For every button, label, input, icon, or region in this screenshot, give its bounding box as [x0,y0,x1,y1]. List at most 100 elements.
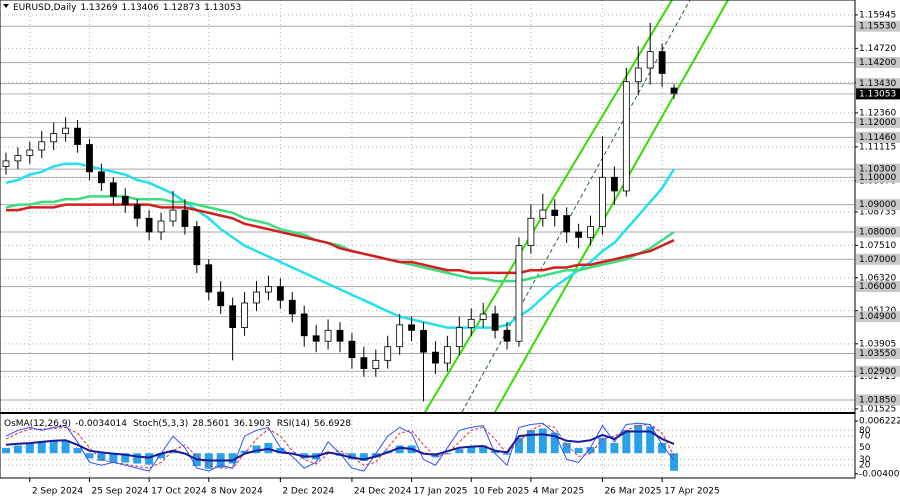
osma-bar [503,453,512,455]
candle-body [646,51,654,69]
osma-bar [610,442,619,454]
y-tick-label: 1.11115 [859,142,896,152]
candle-body [610,176,618,192]
y-tick-label: 1.03905 [859,339,896,349]
candle-body [658,51,666,74]
plot-frame [0,0,856,479]
osma-bar [85,453,94,459]
level-label: 1.10000 [859,173,896,183]
osma-bar [228,453,237,464]
indicator-name: Stoch(5,3,3) [133,419,188,429]
channel-line [461,0,691,413]
level-label-box [856,253,900,265]
osma-bar [491,450,500,454]
osma-bar [109,453,118,463]
candle-body [384,346,392,361]
level-label: 1.06000 [859,282,896,292]
y-tick-label: 80 [859,426,871,436]
x-tick-label: 26 Mar 2025 [604,487,661,497]
candle-body [205,264,213,293]
candle-body [98,171,105,184]
x-tick-label: 10 Feb 2025 [473,487,529,497]
candle-body [372,359,380,369]
moving-average-line [5,162,676,329]
level-label: 1.04900 [859,312,896,322]
osma-bar [13,445,22,454]
osma-bar [550,432,559,454]
osma-bar [121,453,130,463]
candle-body [575,231,583,238]
candle-body [587,226,594,238]
candle-body [300,313,308,337]
indicator-value: 36.1903 [234,419,271,429]
candle-body [157,220,165,233]
last-price-box [856,88,900,100]
candle-body [670,87,678,95]
level-label: 1.10300 [859,165,896,175]
oscillator-line [5,422,675,472]
level-label: 1.15530 [859,22,896,32]
level-label-box [856,365,900,377]
ohlc-value: 1.12873 [163,3,200,13]
candle-body [551,209,559,216]
channel-line [424,0,673,413]
x-tick-label: 17 Oct 2024 [151,487,207,497]
candle-body [2,160,10,167]
osma-bar [538,428,547,454]
osma-bar [25,442,34,454]
candle-body [563,215,571,233]
osma-bar [634,424,643,454]
x-tick-label: 17 Apr 2025 [664,487,720,497]
candle-body [145,217,153,233]
last-price-label: 1.13053 [859,89,896,99]
candle-body [515,245,523,342]
level-label: 1.13430 [859,79,896,89]
candle-body [50,133,58,143]
level-label: 1.11460 [859,133,896,143]
candle-body [491,313,499,331]
moving-average-line [6,203,675,275]
candle-body [133,204,141,219]
moving-average-line [5,195,675,283]
ohlc-value: 1.13406 [122,3,159,13]
x-tick-label: 8 Nov 2024 [211,487,263,497]
candle-body [169,209,177,222]
indicator-value: 56.6928 [314,419,351,429]
level-label: 1.14200 [859,58,896,68]
osma-bar [145,453,154,465]
candle-body [527,217,535,247]
candle-body [38,141,46,151]
candle-body [324,329,332,342]
level-label-box [856,394,900,406]
candle-body [288,299,296,315]
x-tick-label: 25 Sep 2024 [91,487,148,497]
osma-bar [658,442,667,454]
level-label: 1.03550 [859,349,896,359]
level-label-box [856,117,900,129]
candle-body [622,81,630,192]
channel-line [494,0,729,413]
y-tick-label: 1.05120 [859,306,896,316]
level-label-box [856,226,900,238]
ohlc-value: 1.13053 [204,3,241,13]
osma-bar [240,450,249,454]
indicator-value: 28.5601 [192,419,229,429]
candle-body [181,209,189,227]
candle-body [539,209,547,219]
candle-body [217,291,225,307]
y-tick-label: 1.14720 [859,44,896,54]
candle-body [396,324,404,348]
y2-tick-label: -0.004000 [859,469,900,479]
candle-body [503,329,511,342]
level-label-box [856,78,900,90]
candle-body [599,176,606,227]
candle-body [26,149,34,156]
marks [0,22,855,472]
candle-body [420,329,427,353]
osma-bar [395,445,404,454]
candle-body [229,305,237,328]
osma-bar [562,442,571,454]
x-tick-label: 17 Jan 2025 [414,487,468,497]
y-tick-label: 1.01525 [859,404,896,414]
